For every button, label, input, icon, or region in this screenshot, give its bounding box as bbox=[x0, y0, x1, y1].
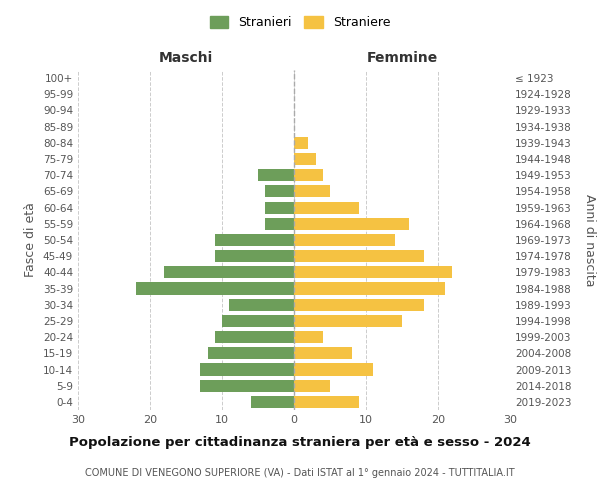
Bar bbox=[251, 396, 294, 408]
Bar bbox=[294, 169, 323, 181]
Bar bbox=[294, 234, 395, 246]
Bar bbox=[265, 202, 294, 213]
Bar bbox=[215, 250, 294, 262]
Bar bbox=[136, 282, 294, 294]
Bar bbox=[258, 169, 294, 181]
Bar bbox=[164, 266, 294, 278]
Bar bbox=[229, 298, 294, 311]
Bar bbox=[294, 186, 330, 198]
Text: COMUNE DI VENEGONO SUPERIORE (VA) - Dati ISTAT al 1° gennaio 2024 - TUTTITALIA.I: COMUNE DI VENEGONO SUPERIORE (VA) - Dati… bbox=[85, 468, 515, 477]
Bar bbox=[222, 315, 294, 327]
Bar bbox=[294, 298, 424, 311]
Bar bbox=[208, 348, 294, 360]
Bar bbox=[294, 396, 359, 408]
Bar bbox=[294, 266, 452, 278]
Bar bbox=[294, 250, 424, 262]
Bar bbox=[294, 380, 330, 392]
Bar bbox=[215, 331, 294, 343]
Bar bbox=[294, 137, 308, 149]
Bar bbox=[215, 234, 294, 246]
Bar bbox=[265, 218, 294, 230]
Bar bbox=[294, 331, 323, 343]
Bar bbox=[265, 186, 294, 198]
Y-axis label: Anni di nascita: Anni di nascita bbox=[583, 194, 596, 286]
Bar bbox=[200, 364, 294, 376]
Legend: Stranieri, Straniere: Stranieri, Straniere bbox=[205, 11, 395, 34]
Bar bbox=[294, 153, 316, 165]
Bar bbox=[294, 218, 409, 230]
Bar bbox=[294, 202, 359, 213]
Bar bbox=[294, 348, 352, 360]
Bar bbox=[294, 315, 402, 327]
Bar bbox=[294, 364, 373, 376]
Y-axis label: Fasce di età: Fasce di età bbox=[25, 202, 37, 278]
Bar bbox=[200, 380, 294, 392]
Bar bbox=[294, 282, 445, 294]
Text: Popolazione per cittadinanza straniera per età e sesso - 2024: Popolazione per cittadinanza straniera p… bbox=[69, 436, 531, 449]
